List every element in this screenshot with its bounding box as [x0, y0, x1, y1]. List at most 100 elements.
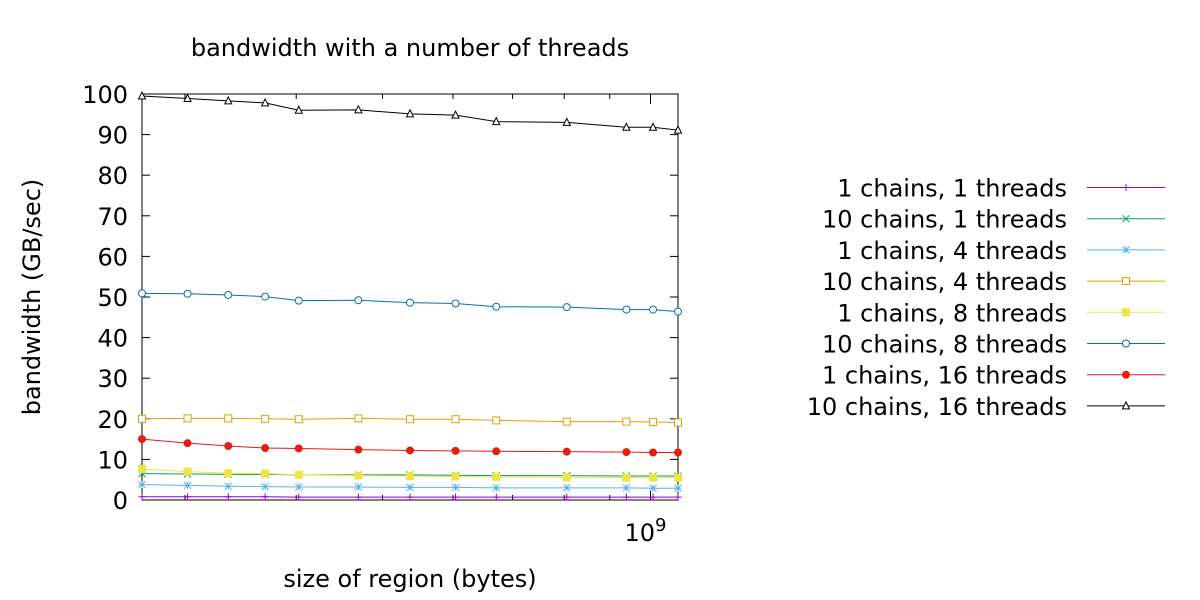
legend-item: 1 chains, 4 threads	[837, 237, 1165, 265]
data-point	[138, 493, 146, 501]
data-point	[563, 493, 571, 501]
data-point	[562, 473, 571, 482]
chart-title: bandwidth with a number of threads	[191, 34, 629, 62]
data-point	[354, 483, 363, 491]
y-tick-label: 80	[97, 162, 128, 190]
data-point	[492, 302, 501, 311]
series-1	[138, 493, 682, 501]
data-point	[406, 483, 414, 492]
data-point	[183, 439, 192, 448]
data-point	[183, 93, 192, 102]
series-8	[137, 90, 683, 134]
data-point	[183, 467, 192, 476]
data-point	[622, 473, 631, 482]
y-tick-label: 20	[97, 406, 128, 434]
data-point	[224, 469, 233, 478]
data-point	[294, 415, 303, 424]
legend-marker	[1122, 308, 1130, 317]
y-tick-label: 50	[97, 284, 128, 312]
data-point	[492, 447, 501, 456]
data-point	[622, 483, 631, 492]
data-point	[622, 122, 631, 131]
data-point	[562, 303, 571, 312]
data-point	[649, 484, 657, 493]
plot-frame	[141, 93, 679, 501]
data-point	[223, 95, 233, 105]
x-axis-ticks: 109	[184, 94, 666, 547]
series-5	[138, 465, 682, 482]
legend-label: 10 chains, 8 threads	[822, 331, 1067, 359]
legend-marker	[1122, 246, 1130, 254]
legend-item: 10 chains, 1 threads	[822, 206, 1165, 234]
data-point	[261, 292, 270, 301]
data-point	[492, 472, 501, 481]
data-point	[649, 418, 658, 427]
data-point	[492, 416, 501, 425]
y-tick-label: 100	[82, 81, 128, 109]
data-point	[354, 493, 362, 501]
data-point	[224, 414, 233, 423]
data-point	[294, 444, 303, 453]
data-point	[183, 289, 192, 298]
data-point	[649, 305, 658, 314]
data-point	[354, 471, 363, 480]
legend-item: 1 chains, 8 threads	[837, 299, 1165, 327]
x-tick-exponent: 9	[655, 515, 666, 536]
data-point	[674, 493, 682, 501]
legend-marker	[1121, 400, 1131, 410]
data-point	[224, 290, 233, 299]
data-point	[184, 493, 192, 501]
data-point	[451, 299, 460, 308]
data-point	[491, 116, 501, 126]
data-point	[406, 298, 414, 307]
series-6	[138, 289, 682, 316]
data-point	[138, 465, 146, 474]
legend-item: 10 chains, 8 threads	[822, 331, 1165, 359]
legend-label: 1 chains, 1 threads	[837, 175, 1067, 203]
data-point	[261, 493, 269, 501]
y-tick-label: 90	[97, 122, 128, 150]
y-tick-label: 30	[97, 365, 128, 393]
data-point	[183, 414, 192, 423]
y-tick-label: 70	[97, 203, 128, 231]
series-7	[138, 435, 682, 457]
x-axis-label: size of region (bytes)	[283, 565, 536, 593]
data-point	[562, 483, 571, 492]
data-point	[406, 446, 414, 455]
data-point	[138, 480, 146, 489]
legend-marker	[1122, 370, 1130, 379]
data-point	[224, 442, 233, 451]
data-point	[138, 414, 146, 423]
data-point	[183, 481, 192, 490]
data-point	[137, 90, 147, 100]
x-tick-base: 10	[624, 519, 655, 547]
data-point	[674, 307, 682, 316]
data-point	[451, 483, 460, 492]
data-point	[354, 414, 363, 423]
data-point	[562, 417, 571, 426]
legend-label: 1 chains, 4 threads	[837, 237, 1067, 265]
legend-label: 10 chains, 1 threads	[822, 206, 1067, 234]
data-point	[406, 493, 414, 501]
data-point	[674, 473, 682, 482]
legend-label: 10 chains, 16 threads	[807, 393, 1067, 421]
legend-marker	[1122, 277, 1130, 286]
data-point	[648, 122, 658, 131]
legend: 1 chains, 1 threads 10 chains, 1 threads 1…	[807, 175, 1165, 421]
data-point	[294, 296, 303, 305]
data-point	[451, 446, 460, 455]
data-point	[224, 482, 233, 491]
data-point	[673, 125, 683, 134]
data-point	[406, 415, 414, 424]
data-point	[492, 493, 500, 501]
data-point	[649, 493, 657, 501]
data-point	[622, 448, 631, 457]
data-point	[451, 415, 460, 424]
legend-item: 1 chains, 16 threads	[822, 362, 1165, 390]
data-point	[354, 445, 363, 454]
data-point	[261, 414, 270, 423]
y-tick-label: 60	[97, 243, 128, 271]
data-point	[649, 473, 658, 482]
data-point	[622, 417, 631, 426]
